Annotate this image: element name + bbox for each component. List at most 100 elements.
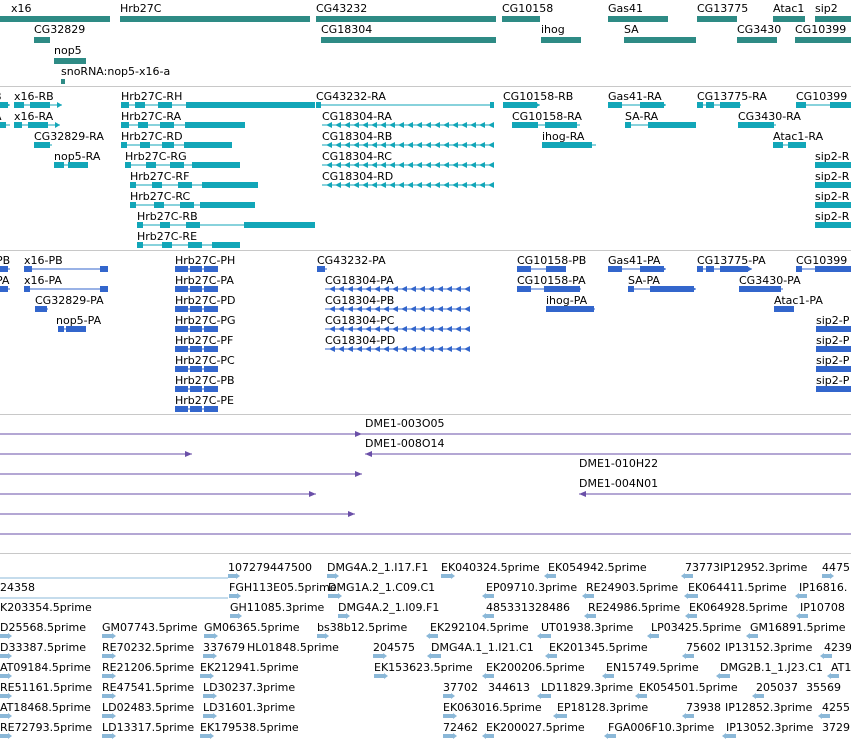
- est-arrow[interactable]: [682, 713, 686, 719]
- alignment-head[interactable]: [355, 431, 362, 437]
- est-arrow[interactable]: [537, 693, 541, 699]
- exon-block[interactable]: [815, 202, 851, 208]
- est-arrow[interactable]: [584, 613, 588, 619]
- est-label[interactable]: RE24986.5prime: [588, 601, 681, 614]
- est-label[interactable]: DMG4A.1_1.I21.C1: [431, 641, 534, 654]
- transcript-label[interactable]: CG18304-RB: [322, 130, 393, 143]
- gene-label[interactable]: nop5: [54, 44, 82, 57]
- est-arrow[interactable]: [213, 713, 217, 719]
- est-block[interactable]: [374, 674, 384, 678]
- est-arrow[interactable]: [210, 673, 214, 679]
- exon-block[interactable]: [401, 326, 407, 332]
- est-arrow[interactable]: [537, 633, 541, 639]
- exon-block[interactable]: [380, 162, 386, 168]
- exon-block[interactable]: [464, 306, 470, 312]
- exon-block[interactable]: [338, 286, 344, 292]
- exon-block[interactable]: [720, 102, 740, 108]
- est-arrow[interactable]: [112, 693, 116, 699]
- strand-arrow[interactable]: [816, 366, 821, 372]
- exon-block[interactable]: [479, 162, 485, 168]
- exon-block[interactable]: [816, 326, 851, 332]
- exon-block[interactable]: [317, 266, 325, 272]
- est-label[interactable]: IP10708: [800, 601, 845, 614]
- est-label[interactable]: EK212941.5prime: [200, 661, 299, 674]
- exon-block[interactable]: [212, 242, 240, 248]
- exon-block[interactable]: [446, 346, 452, 352]
- cds-label[interactable]: Hrb27C-PC: [175, 354, 235, 367]
- exon-block[interactable]: [34, 142, 50, 148]
- est-arrow[interactable]: [346, 613, 350, 619]
- exon-block[interactable]: [186, 102, 315, 108]
- exon-block[interactable]: [66, 326, 86, 332]
- est-label[interactable]: LD13317.5prime: [102, 721, 195, 734]
- gene-feature[interactable]: [316, 16, 496, 22]
- exon-block[interactable]: [362, 162, 368, 168]
- exon-block[interactable]: [389, 182, 395, 188]
- est-arrow[interactable]: [8, 713, 12, 719]
- exon-block[interactable]: [190, 286, 202, 292]
- exon-block[interactable]: [380, 182, 386, 188]
- exon-block[interactable]: [640, 266, 664, 272]
- cds-label[interactable]: Hrb27C-PA: [175, 274, 234, 287]
- est-label[interactable]: EK153623.5prime: [374, 661, 473, 674]
- gene-feature[interactable]: [541, 37, 581, 43]
- exon-block[interactable]: [428, 286, 434, 292]
- cds-label[interactable]: sip2-P: [816, 334, 850, 347]
- est-arrow[interactable]: [553, 713, 557, 719]
- exon-block[interactable]: [175, 346, 183, 352]
- est-arrow[interactable]: [544, 573, 548, 579]
- est-block[interactable]: [557, 714, 567, 718]
- exon-block[interactable]: [326, 122, 332, 128]
- gene-label[interactable]: CG10399: [795, 23, 847, 36]
- strand-arrow[interactable]: [691, 122, 696, 128]
- est-block[interactable]: [831, 674, 839, 678]
- est-label[interactable]: RE24903.5prime: [586, 581, 679, 594]
- cds-label[interactable]: sip2-P: [816, 354, 850, 367]
- transcript-label[interactable]: CG18304-RD: [322, 170, 394, 183]
- est-label[interactable]: IP12852.3prime: [725, 701, 813, 714]
- est-features[interactable]: [0, 573, 839, 739]
- est-block[interactable]: [441, 574, 451, 578]
- exon-block[interactable]: [335, 182, 341, 188]
- exon-block[interactable]: [542, 142, 592, 148]
- exon-block[interactable]: [329, 286, 335, 292]
- est-label[interactable]: 73938: [686, 701, 721, 714]
- transcript-features[interactable]: [0, 102, 851, 248]
- est-label[interactable]: EK063016.5prime: [443, 701, 542, 714]
- exon-block[interactable]: [353, 142, 359, 148]
- alignment-label[interactable]: DME1-010H22: [579, 457, 659, 470]
- est-block[interactable]: [0, 694, 8, 698]
- est-arrow[interactable]: [582, 593, 586, 599]
- est-block[interactable]: [0, 714, 8, 718]
- exon-block[interactable]: [371, 182, 377, 188]
- alignment-label[interactable]: DME1-004N01: [579, 477, 659, 490]
- exon-block[interactable]: [455, 346, 461, 352]
- est-block[interactable]: [338, 614, 346, 618]
- transcript-label[interactable]: sip2-R: [815, 150, 850, 163]
- exon-block[interactable]: [190, 366, 202, 372]
- exon-block[interactable]: [739, 286, 781, 292]
- exon-block[interactable]: [428, 306, 434, 312]
- est-label[interactable]: RE47541.5prime: [102, 681, 195, 694]
- est-block[interactable]: [726, 734, 736, 738]
- gene-label[interactable]: CG43232: [316, 2, 368, 15]
- est-arrow[interactable]: [427, 653, 431, 659]
- exon-block[interactable]: [140, 142, 150, 148]
- exon-block[interactable]: [503, 102, 537, 108]
- exon-block[interactable]: [815, 266, 851, 272]
- est-block[interactable]: [688, 594, 698, 598]
- cds-label[interactable]: PA: [0, 274, 10, 287]
- est-arrow[interactable]: [383, 653, 387, 659]
- exon-block[interactable]: [24, 266, 32, 272]
- gene-label[interactable]: CG32829: [34, 23, 86, 36]
- exon-block[interactable]: [546, 306, 594, 312]
- exon-block[interactable]: [175, 366, 183, 372]
- est-arrow[interactable]: [604, 733, 608, 739]
- exon-block[interactable]: [353, 122, 359, 128]
- exon-block[interactable]: [437, 306, 443, 312]
- est-block[interactable]: [822, 714, 830, 718]
- exon-block[interactable]: [204, 386, 218, 392]
- exon-block[interactable]: [488, 142, 494, 148]
- exon-block[interactable]: [347, 286, 353, 292]
- strand-arrow[interactable]: [54, 162, 59, 168]
